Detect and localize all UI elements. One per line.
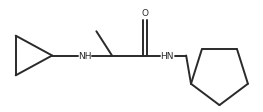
Text: HN: HN: [160, 52, 174, 60]
Text: O: O: [141, 9, 149, 18]
Text: NH: NH: [78, 52, 92, 60]
